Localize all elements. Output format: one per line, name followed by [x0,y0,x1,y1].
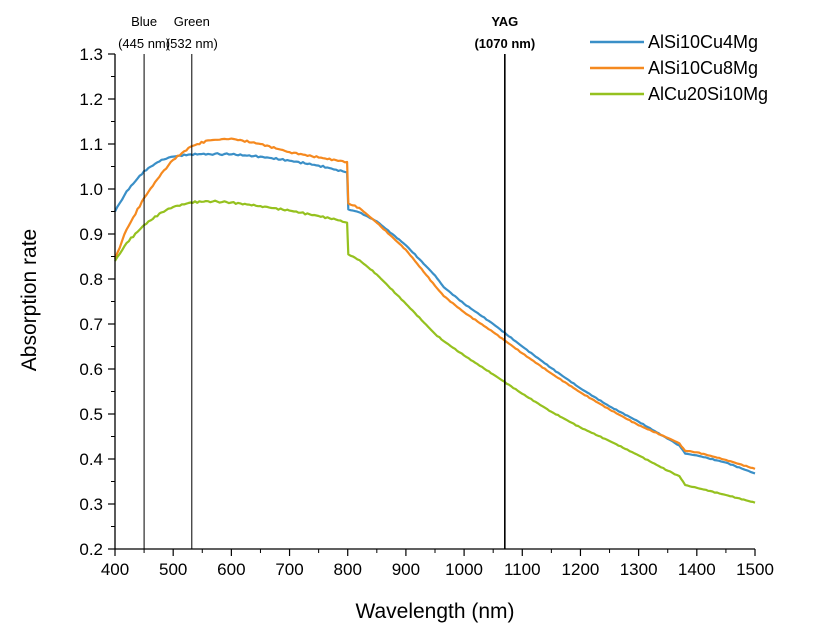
x-tick-label: 800 [334,560,362,579]
plot-area [113,137,756,504]
y-tick-label: 0.8 [79,270,103,289]
y-tick-label: 0.4 [79,450,103,469]
y-tick-label: 0.6 [79,360,103,379]
x-tick-label: 1200 [562,560,600,579]
legend-label-0: AlSi10Cu4Mg [648,32,758,52]
legend-label-1: AlSi10Cu8Mg [648,58,758,78]
y-axis-title: Absorption rate [18,229,41,371]
y-tick-label: 1.1 [79,135,103,154]
marker-label-0-value: (445 nm) [118,36,170,51]
x-tick-label: 1500 [736,560,774,579]
x-tick-label: 1000 [445,560,483,579]
series-line-AlCu20Si10Mg [114,199,756,504]
wavelength-markers: Blue (445 nm) Green (532 nm) YAG (1070 nm) [118,14,535,549]
marker-label-1-name: Green [174,14,210,29]
x-tick-label: 1100 [504,560,541,579]
x-tick-label: 700 [275,560,303,579]
y-tick-label: 0.5 [79,405,103,424]
axes: 400 500 600 700 800 900 1000 1100 1200 1300 1400 15… [79,45,774,579]
marker-label-0-name: Blue [131,14,157,29]
legend-label-2: AlCu20Si10Mg [648,84,768,104]
y-tick-label: 0.7 [79,315,103,334]
x-tick-label: 500 [159,560,187,579]
x-tick-label: 1300 [620,560,658,579]
y-tick-label: 0.9 [79,225,103,244]
marker-label-1-value: (532 nm) [166,36,218,51]
series-line-AlSi10Cu8Mg [113,137,756,470]
x-tick-label: 400 [101,560,129,579]
x-tick-label: 900 [392,560,420,579]
y-tick-label: 1.3 [79,45,103,64]
y-tick-label: 1.2 [79,90,103,109]
marker-label-2-name: YAG [491,14,518,29]
y-tick-label: 1.0 [79,180,103,199]
legend: AlSi10Cu4Mg AlSi10Cu8Mg AlCu20Si10Mg [590,32,768,104]
marker-label-2-value: (1070 nm) [474,36,535,51]
y-tick-label: 0.3 [79,495,103,514]
x-tick-label: 600 [217,560,245,579]
series-line-AlSi10Cu4Mg [114,152,756,475]
x-axis-title: Wavelength (nm) [355,600,514,623]
x-tick-label: 1400 [678,560,716,579]
y-tick-label: 0.2 [79,540,103,559]
